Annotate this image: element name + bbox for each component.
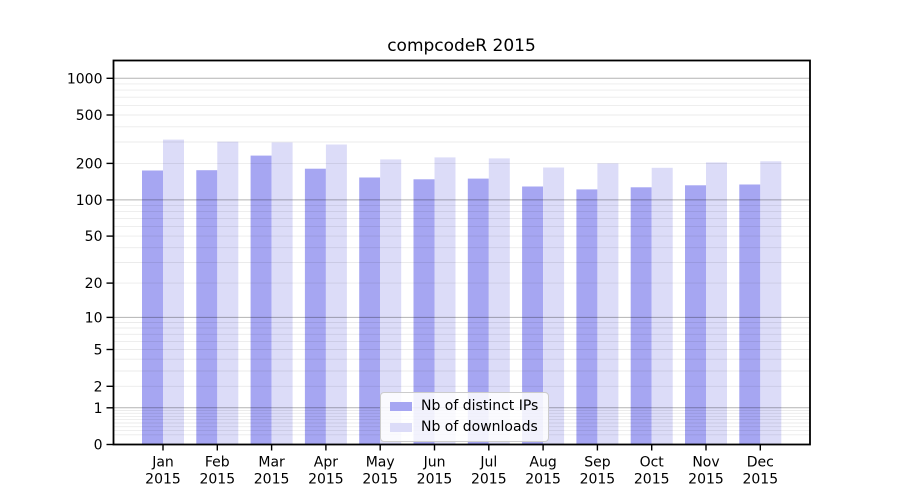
y-tick-label: 5 bbox=[94, 343, 103, 359]
bar-feb-downloads bbox=[217, 141, 239, 445]
bar-may-distinct-ips bbox=[359, 177, 381, 445]
x-tick-label-year: 2015 bbox=[254, 472, 290, 488]
x-tick-label-year: 2015 bbox=[634, 472, 670, 488]
x-tick-label-year: 2015 bbox=[742, 472, 778, 488]
x-tick-label-year: 2015 bbox=[580, 472, 616, 488]
x-tick-label-month: Dec bbox=[747, 455, 774, 471]
bar-jul-distinct-ips bbox=[467, 178, 489, 445]
x-tick-label-month: Sep bbox=[584, 455, 611, 471]
x-tick-label-year: 2015 bbox=[525, 472, 561, 488]
chart-title: compcodeR 2015 bbox=[387, 36, 536, 56]
bar-apr-distinct-ips bbox=[304, 168, 326, 445]
x-tick-label-year: 2015 bbox=[417, 472, 453, 488]
bar-oct-downloads bbox=[651, 167, 673, 445]
bar-feb-distinct-ips bbox=[196, 170, 218, 445]
plot-border bbox=[112, 59, 811, 446]
bar-aug-downloads bbox=[543, 167, 565, 445]
bar-nov-distinct-ips bbox=[685, 185, 706, 445]
y-tick-label: 50 bbox=[85, 229, 103, 245]
bar-nov-downloads bbox=[706, 162, 727, 445]
x-tick-label-month: Oct bbox=[640, 455, 665, 471]
bar-jun-distinct-ips bbox=[413, 179, 435, 445]
bar-sep-downloads bbox=[597, 163, 619, 445]
bar-may-downloads bbox=[380, 159, 402, 445]
bar-jan-distinct-ips bbox=[142, 170, 163, 445]
x-tick-label-month: Jul bbox=[479, 455, 497, 471]
bar-jan-downloads bbox=[163, 139, 184, 445]
legend-label-downloads: Nb of downloads bbox=[421, 419, 538, 435]
legend-swatch-distinct-ips bbox=[390, 402, 412, 411]
x-tick-label-month: Aug bbox=[529, 455, 556, 471]
y-tick-label: 1000 bbox=[67, 71, 103, 87]
bar-sep-distinct-ips bbox=[576, 189, 598, 445]
x-tick-label-year: 2015 bbox=[362, 472, 398, 488]
bar-jun-downloads bbox=[434, 157, 456, 445]
x-tick-label-month: Feb bbox=[205, 455, 230, 471]
legend-label-distinct-ips: Nb of distinct IPs bbox=[421, 398, 539, 414]
y-tick-label: 0 bbox=[94, 438, 103, 454]
y-tick-label: 200 bbox=[76, 156, 103, 172]
y-tick-label: 10 bbox=[85, 310, 103, 326]
x-tick-label-year: 2015 bbox=[308, 472, 344, 488]
legend-item-distinct-ips: Nb of distinct IPs bbox=[390, 399, 538, 414]
x-tick-label-month: Jan bbox=[151, 455, 174, 471]
bar-apr-downloads bbox=[325, 144, 347, 445]
bar-dec-distinct-ips bbox=[739, 184, 761, 445]
bar-aug-distinct-ips bbox=[522, 186, 544, 445]
y-tick-label: 1 bbox=[94, 401, 103, 417]
bar-mar-distinct-ips bbox=[250, 155, 272, 445]
x-tick-label-month: Jun bbox=[423, 455, 446, 471]
x-tick-label-month: May bbox=[366, 455, 395, 471]
bar-dec-downloads bbox=[760, 161, 782, 445]
bar-mar-downloads bbox=[271, 142, 293, 445]
bar-oct-distinct-ips bbox=[630, 187, 652, 445]
x-tick-label-month: Nov bbox=[692, 455, 719, 471]
y-tick-label: 500 bbox=[76, 108, 103, 124]
legend: Nb of distinct IPs Nb of downloads bbox=[380, 392, 550, 442]
bar-jul-downloads bbox=[488, 158, 510, 445]
x-tick-label-year: 2015 bbox=[145, 472, 181, 488]
x-tick-label-year: 2015 bbox=[471, 472, 507, 488]
x-tick-label-month: Mar bbox=[258, 455, 285, 471]
y-tick-label: 20 bbox=[85, 276, 103, 292]
legend-swatch-downloads bbox=[390, 423, 412, 432]
legend-item-downloads: Nb of downloads bbox=[390, 420, 538, 435]
x-tick-label-month: Apr bbox=[314, 455, 338, 471]
x-tick-label-year: 2015 bbox=[688, 472, 724, 488]
y-tick-label: 2 bbox=[94, 379, 103, 395]
x-tick-label-year: 2015 bbox=[199, 472, 235, 488]
y-tick-label: 100 bbox=[76, 193, 103, 209]
